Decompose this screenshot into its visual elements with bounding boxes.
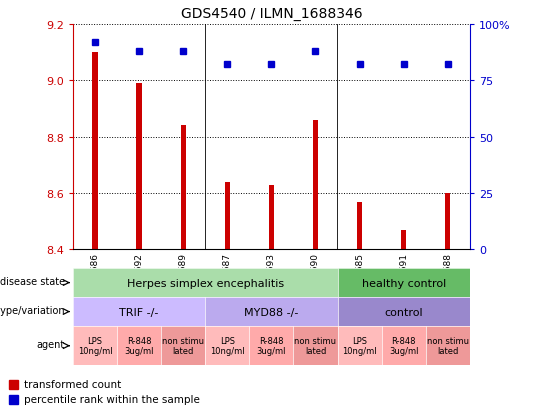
Text: healthy control: healthy control <box>361 278 446 288</box>
Text: disease state: disease state <box>0 276 65 287</box>
Text: non stimu
lated: non stimu lated <box>294 337 336 355</box>
Title: GDS4540 / ILMN_1688346: GDS4540 / ILMN_1688346 <box>180 7 362 21</box>
Text: LPS
10ng/ml: LPS 10ng/ml <box>78 337 112 355</box>
Text: TRIF -/-: TRIF -/- <box>119 307 159 317</box>
Text: R-848
3ug/ml: R-848 3ug/ml <box>389 337 419 355</box>
Bar <box>9 380 18 389</box>
Bar <box>180 126 186 250</box>
Bar <box>9 395 18 404</box>
Text: percentile rank within the sample: percentile rank within the sample <box>24 394 199 404</box>
Text: LPS
10ng/ml: LPS 10ng/ml <box>342 337 377 355</box>
Bar <box>313 121 318 250</box>
Text: non stimu
lated: non stimu lated <box>427 337 469 355</box>
Bar <box>401 230 406 250</box>
Text: transformed count: transformed count <box>24 380 121 389</box>
Bar <box>357 202 362 250</box>
Bar <box>137 84 141 250</box>
Text: control: control <box>384 307 423 317</box>
Text: non stimu
lated: non stimu lated <box>162 337 204 355</box>
Text: Herpes simplex encephalitis: Herpes simplex encephalitis <box>127 278 284 288</box>
Text: agent: agent <box>37 339 65 349</box>
Text: LPS
10ng/ml: LPS 10ng/ml <box>210 337 245 355</box>
Bar <box>269 185 274 250</box>
Text: R-848
3ug/ml: R-848 3ug/ml <box>124 337 154 355</box>
Text: MYD88 -/-: MYD88 -/- <box>244 307 299 317</box>
Text: R-848
3ug/ml: R-848 3ug/ml <box>256 337 286 355</box>
Bar <box>92 53 98 250</box>
Bar <box>445 194 450 250</box>
Bar <box>225 183 230 250</box>
Text: genotype/variation: genotype/variation <box>0 305 65 316</box>
